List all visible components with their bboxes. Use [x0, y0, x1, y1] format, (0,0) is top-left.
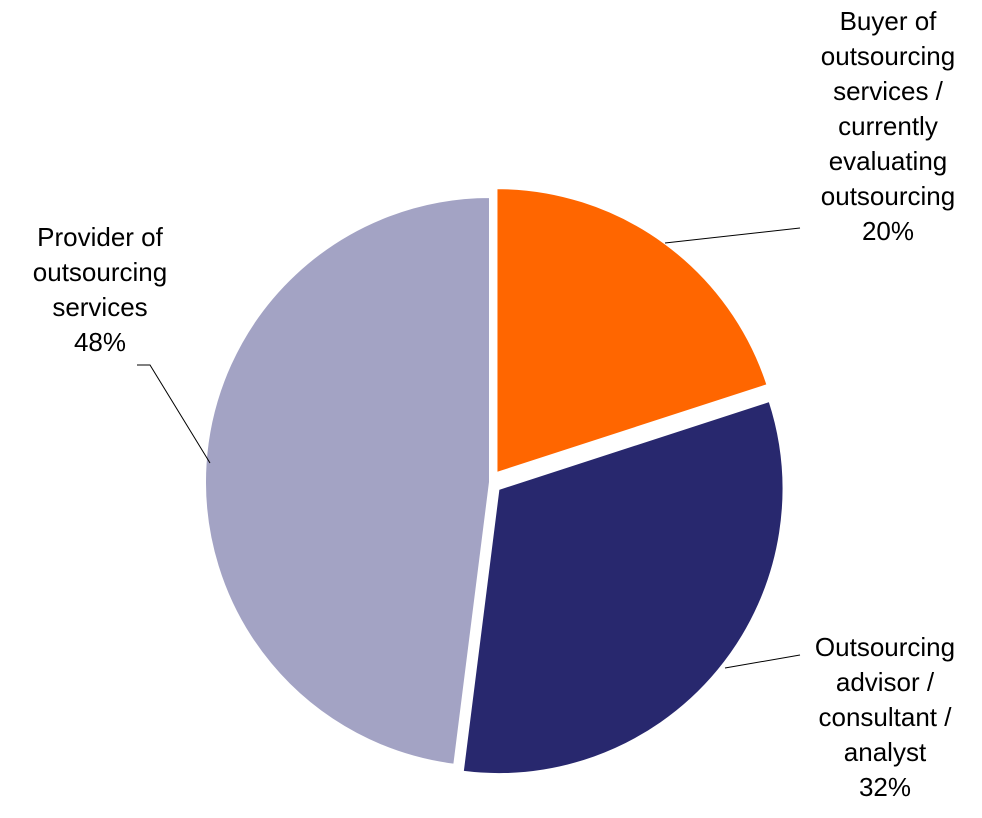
slice-label: Provider of outsourcing services 48%: [15, 220, 185, 360]
leader-line: [664, 227, 801, 244]
slices: [204, 187, 785, 775]
pie-slice: [204, 195, 491, 766]
slice-label: Outsourcing advisor / consultant / analy…: [800, 630, 970, 805]
pie-slice: [461, 399, 785, 775]
category-label: Provider of outsourcing services: [32, 222, 168, 322]
leader-line: [724, 654, 801, 669]
slice-label: Buyer of outsourcing services / currentl…: [803, 4, 973, 249]
category-label: Buyer of outsourcing services / currentl…: [820, 6, 956, 211]
value-label: 32%: [858, 772, 912, 802]
leader-line: [137, 364, 211, 464]
pie-slice: [495, 187, 769, 475]
value-label: 20%: [861, 216, 915, 246]
category-label: Outsourcing advisor / consultant / analy…: [814, 632, 956, 767]
value-label: 48%: [73, 327, 127, 357]
